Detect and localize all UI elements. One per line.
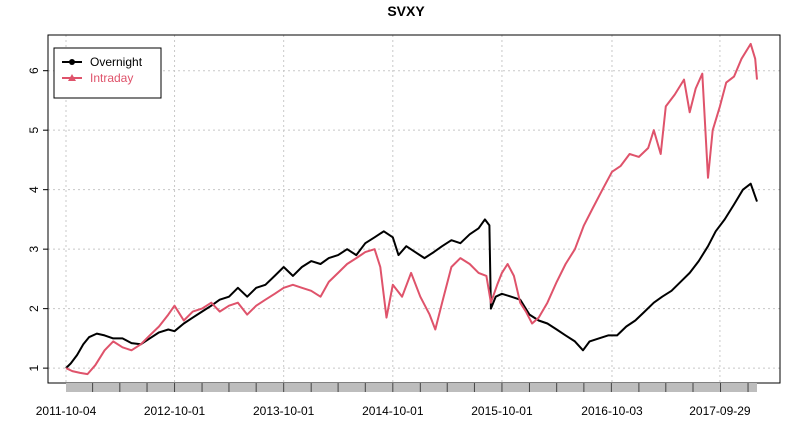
legend-box <box>53 47 162 99</box>
legend-label: Overnight <box>90 55 143 69</box>
y-tick-label: 2 <box>27 305 41 312</box>
legend: Overnight Intraday <box>53 47 162 99</box>
series-layer <box>65 42 758 376</box>
chart-title: SVXY <box>387 3 425 19</box>
y-tick-label: 1 <box>27 364 41 371</box>
series-line-intraday <box>65 42 758 376</box>
legend-marker-circle <box>69 59 75 65</box>
y-tick-label: 3 <box>27 245 41 252</box>
x-tick-label: 2017-09-29 <box>689 404 751 418</box>
x-tick-label: 2013-10-01 <box>253 404 315 418</box>
legend-label: Intraday <box>90 71 133 85</box>
y-tick-label: 6 <box>27 67 41 74</box>
x-tick-label: 2011-10-04 <box>36 404 97 418</box>
x-tick-label: 2012-10-01 <box>144 404 206 418</box>
x-axis: 2011-10-04 2012-10-01 2013-10-01 2014-10-01… <box>36 383 757 418</box>
y-tick-label: 4 <box>27 186 41 193</box>
x-tick-label: 2015-10-01 <box>471 404 533 418</box>
x-tick-label: 2016-10-03 <box>581 404 643 418</box>
grid <box>48 35 780 383</box>
x-tick-label: 2014-10-01 <box>362 404 424 418</box>
series-line-overnight <box>65 182 758 369</box>
legend-marker-triangle <box>68 74 76 81</box>
y-axis: 1 2 3 4 5 6 <box>27 67 48 371</box>
y-tick-label: 5 <box>27 127 41 134</box>
x-axis-band <box>66 383 757 392</box>
